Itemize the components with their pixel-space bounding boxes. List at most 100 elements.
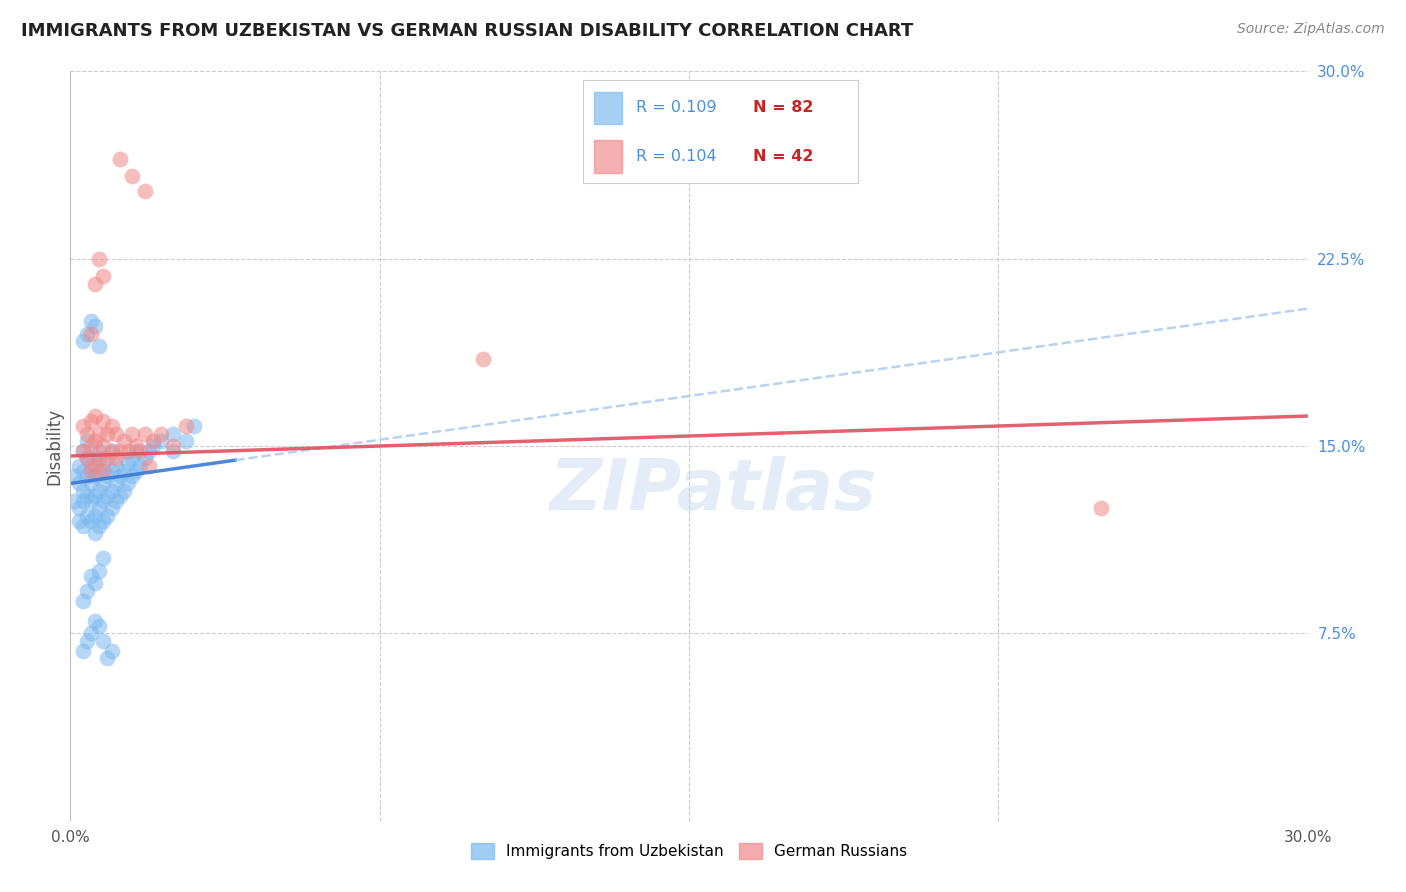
Point (89, 619, 111, 633)
Point (104, 494, 127, 508)
Point (76, 469, 98, 483)
Point (100, 444, 122, 458)
Point (117, 444, 139, 458)
Point (134, 426, 156, 441)
Point (76, 633, 98, 648)
Point (84, 319, 107, 334)
Point (112, 464, 135, 478)
Text: N = 82: N = 82 (754, 101, 814, 115)
Bar (595, 140, 621, 173)
Point (80, 314, 103, 328)
Point (108, 444, 131, 458)
Point (104, 476, 127, 491)
Point (96, 508, 118, 523)
Point (162, 439, 184, 453)
Point (100, 483, 122, 498)
Point (100, 464, 122, 478)
Point (72, 519, 94, 533)
Point (67, 514, 90, 528)
Text: R = 0.109: R = 0.109 (636, 101, 716, 115)
Point (134, 184, 156, 198)
Point (84, 277, 107, 291)
Point (129, 458, 152, 473)
Point (96, 451, 118, 466)
Point (76, 434, 98, 448)
Y-axis label: Disability: Disability (45, 408, 63, 484)
Point (471, 351, 494, 366)
Point (91, 457, 114, 471)
Point (91, 494, 114, 508)
Point (84, 614, 107, 628)
Point (162, 426, 184, 441)
Point (162, 444, 184, 458)
Point (150, 434, 173, 448)
Point (67, 501, 90, 516)
Point (89, 426, 111, 441)
Point (84, 576, 107, 591)
Point (76, 326, 98, 341)
Point (84, 526, 107, 541)
Point (72, 594, 94, 608)
Point (76, 426, 98, 441)
Point (138, 444, 160, 458)
Text: N = 42: N = 42 (754, 149, 814, 164)
Point (138, 458, 160, 473)
Point (129, 444, 152, 458)
Point (80, 476, 103, 491)
Point (89, 519, 111, 533)
Point (104, 458, 127, 473)
Point (91, 464, 114, 478)
Point (91, 439, 114, 453)
Point (80, 569, 103, 583)
Point (125, 464, 148, 478)
Point (112, 483, 135, 498)
Point (89, 444, 111, 458)
Point (72, 644, 94, 658)
Point (89, 564, 111, 578)
Point (121, 426, 143, 441)
Point (80, 494, 103, 508)
Point (100, 501, 122, 516)
Point (89, 501, 111, 516)
Point (84, 458, 107, 473)
Point (76, 489, 98, 503)
Point (142, 434, 165, 448)
Point (91, 514, 114, 528)
Point (89, 464, 111, 478)
Point (80, 458, 103, 473)
Point (117, 457, 139, 471)
Point (84, 508, 107, 523)
Point (72, 464, 94, 478)
Point (150, 426, 173, 441)
Legend: Immigrants from Uzbekistan, German Russians: Immigrants from Uzbekistan, German Russi… (464, 838, 914, 865)
Point (104, 426, 127, 441)
Point (96, 489, 118, 503)
Point (96, 651, 118, 665)
Point (84, 434, 107, 448)
Point (76, 583, 98, 598)
Point (89, 252, 111, 266)
Point (67, 458, 90, 473)
Point (76, 451, 98, 466)
Point (121, 451, 143, 466)
Point (91, 633, 114, 648)
Point (80, 626, 103, 640)
Point (96, 426, 118, 441)
Point (100, 444, 122, 458)
Point (80, 326, 103, 341)
Point (72, 444, 94, 458)
Point (1090, 501, 1112, 516)
Point (108, 469, 131, 483)
Point (100, 419, 122, 434)
Point (100, 644, 122, 658)
Point (84, 469, 107, 483)
Point (72, 444, 94, 458)
Point (80, 414, 103, 428)
Text: ZIPatlas: ZIPatlas (550, 457, 877, 525)
Point (104, 451, 127, 466)
Point (72, 494, 94, 508)
Point (183, 419, 205, 434)
Point (76, 508, 98, 523)
Point (67, 476, 90, 491)
Text: R = 0.104: R = 0.104 (636, 149, 716, 164)
